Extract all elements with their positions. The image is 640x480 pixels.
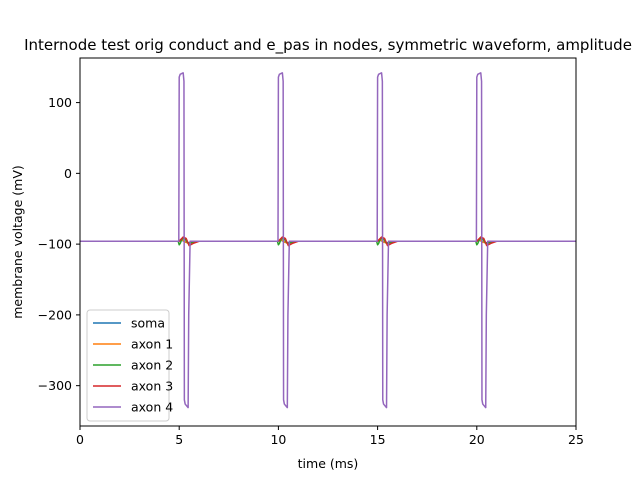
x-tick-label-3: 15 [370,432,386,447]
y-tick-label-2: −100 [38,237,72,252]
y-tick-label-0: 100 [48,95,72,110]
series-line-4 [80,72,576,409]
y-tick-label-4: −300 [38,378,72,393]
y-axis: 100 0 −100 −200 −300 [38,95,80,393]
x-tick-label-2: 10 [270,432,286,447]
x-axis: 0 5 10 15 20 25 [76,426,584,447]
y-axis-label: membrane voltage (mV) [10,165,25,319]
legend-label-3: axon 3 [131,379,173,394]
legend-label-2: axon 2 [131,358,173,373]
legend: soma axon 1 axon 2 axon 3 axon 4 [86,309,173,422]
legend-box [86,309,170,422]
axes-frame [79,57,577,427]
chart-title: Internode test orig conduct and e_pas in… [24,36,632,55]
y-tick-label-3: −200 [38,307,72,322]
x-axis-label: time (ms) [298,456,359,471]
legend-label-1: axon 1 [131,337,173,352]
x-tick-label-0: 0 [76,432,84,447]
x-tick-label-5: 25 [568,432,584,447]
legend-label-4: axon 4 [131,400,173,415]
legend-label-0: soma [131,316,165,331]
x-tick-label-4: 20 [469,432,485,447]
y-tick-label-1: 0 [64,166,72,181]
x-tick-label-1: 5 [175,432,183,447]
plot-area [80,72,576,409]
